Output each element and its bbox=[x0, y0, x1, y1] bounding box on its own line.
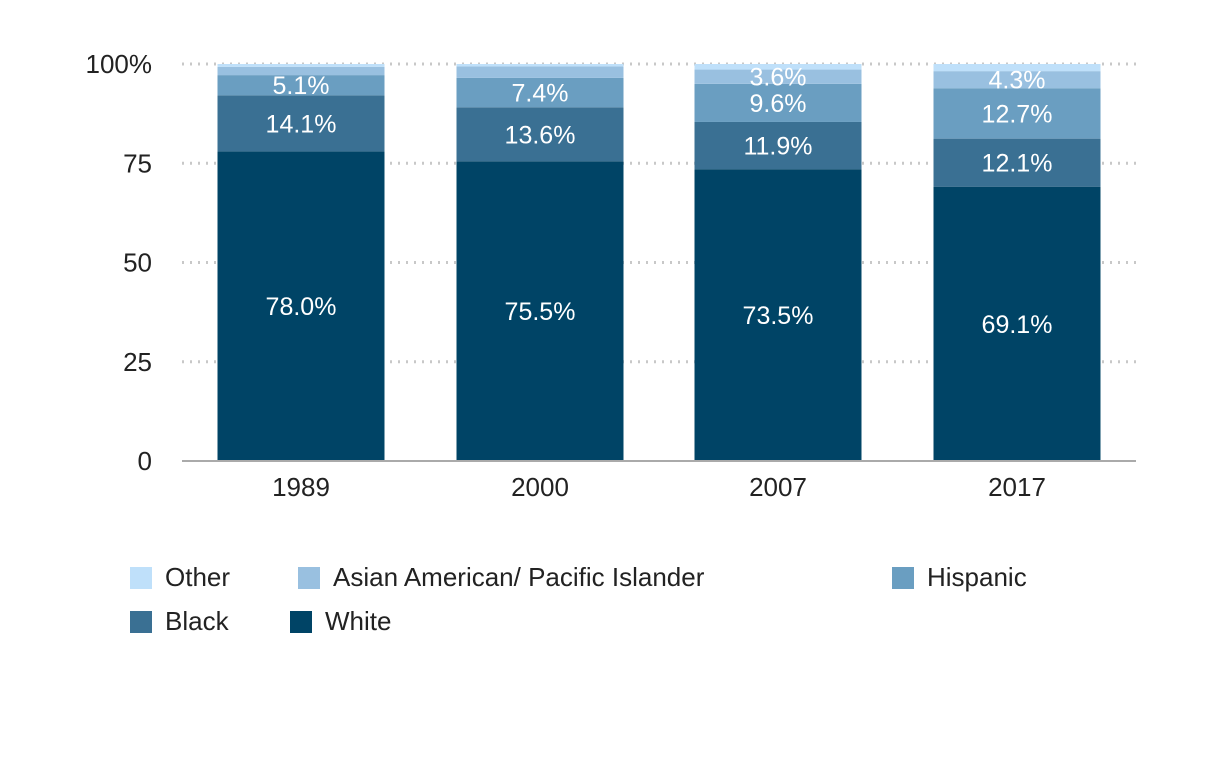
x-axis-ticks: 1989 2000 2007 2017 bbox=[272, 472, 1046, 502]
bar-data-label: 7.4% bbox=[512, 80, 569, 108]
bar-segment bbox=[456, 77, 624, 108]
legend-item: White bbox=[290, 606, 391, 637]
bar-segment bbox=[217, 66, 385, 76]
legend-swatch bbox=[290, 610, 312, 633]
legend-swatch bbox=[130, 566, 152, 589]
legend-label: White bbox=[325, 606, 392, 636]
bar-data-label: 9.6% bbox=[750, 90, 807, 118]
y-tick-label: 75 bbox=[123, 148, 152, 178]
legend-swatch bbox=[892, 566, 914, 589]
bar-segment bbox=[217, 64, 385, 67]
x-tick-label: 2000 bbox=[511, 472, 569, 502]
bar-segment bbox=[456, 161, 624, 461]
bar-segment bbox=[933, 88, 1101, 139]
x-tick-label: 2017 bbox=[988, 472, 1046, 502]
y-tick-label: 50 bbox=[123, 248, 152, 278]
y-tick-label: 100% bbox=[86, 49, 153, 79]
x-tick-label: 1989 bbox=[272, 472, 330, 502]
bar-data-label: 13.6% bbox=[505, 121, 576, 149]
bars bbox=[217, 64, 1101, 461]
bar-segment bbox=[456, 107, 624, 162]
bar-segment bbox=[456, 64, 624, 67]
legend-item: Asian American/ Pacific Islander bbox=[298, 562, 704, 593]
legend-label: Hispanic bbox=[927, 562, 1027, 592]
x-tick-label: 2007 bbox=[749, 472, 807, 502]
bar-segment bbox=[217, 151, 385, 461]
bar-data-label: 3.6% bbox=[750, 64, 807, 92]
bar-data-label: 5.1% bbox=[273, 72, 330, 100]
bar-data-label: 69.1% bbox=[982, 311, 1053, 339]
legend-item: Other bbox=[130, 562, 230, 593]
bar-data-label: 4.3% bbox=[989, 67, 1046, 95]
bar-data-label: 78.0% bbox=[266, 293, 337, 321]
legend-swatch bbox=[298, 566, 320, 589]
bar-segment bbox=[217, 75, 385, 96]
bar-data-label: 14.1% bbox=[266, 110, 337, 138]
bar-segment bbox=[933, 186, 1101, 461]
bar-segment bbox=[694, 83, 862, 122]
legend-item: Black bbox=[130, 606, 229, 637]
y-tick-label: 0 bbox=[138, 446, 152, 476]
bar-data-label: 11.9% bbox=[743, 133, 812, 161]
bar-segment bbox=[933, 71, 1101, 89]
bar-segment bbox=[456, 66, 624, 78]
bar-data-label: 12.1% bbox=[982, 150, 1053, 178]
legend-label: Other bbox=[165, 562, 231, 592]
legend-swatch bbox=[130, 610, 152, 633]
bar-segment bbox=[694, 169, 862, 461]
bar-segment bbox=[933, 64, 1101, 72]
legend: Other Asian American/ Pacific Islander His… bbox=[130, 562, 1130, 652]
bar-segment bbox=[694, 64, 862, 70]
y-axis-ticks: 0 25 50 75 100% bbox=[86, 49, 153, 476]
bar-data-label: 73.5% bbox=[743, 302, 814, 330]
bar-segment bbox=[933, 138, 1101, 187]
bar-segment bbox=[694, 121, 862, 170]
bar-segment bbox=[217, 95, 385, 152]
bar-data-label: 75.5% bbox=[505, 298, 576, 326]
legend-label: Black bbox=[165, 606, 229, 636]
stacked-bar-chart: 0 25 50 75 100% 1989 2000 2007 2017 78.0% 14.1% 5… bbox=[86, 49, 1136, 502]
bar-data-label: 12.7% bbox=[982, 100, 1053, 128]
bar-segment bbox=[694, 69, 862, 84]
bar-labels: 78.0% 14.1% 5.1% 75.5% 13.6% 7.4% 73.5% 11.9% 9.… bbox=[266, 64, 1053, 339]
y-tick-label: 25 bbox=[123, 347, 152, 377]
legend-item: Hispanic bbox=[892, 562, 1027, 593]
legend-label: Asian American/ Pacific Islander bbox=[333, 562, 705, 592]
